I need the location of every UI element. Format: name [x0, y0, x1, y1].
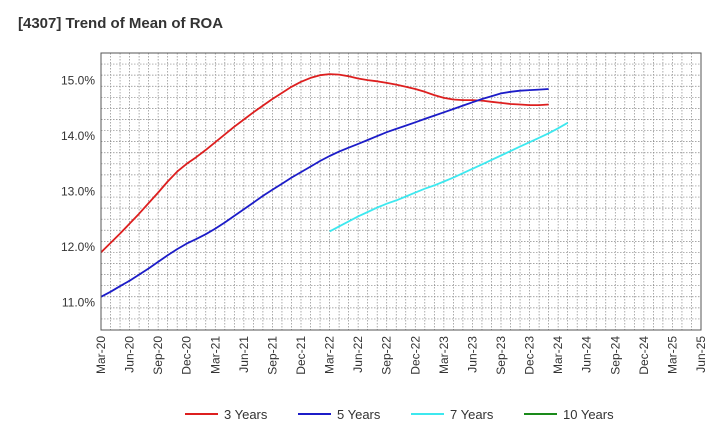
y-tick-label: 13.0% — [61, 185, 95, 199]
y-tick-label: 12.0% — [61, 240, 95, 254]
series-lines — [100, 73, 569, 298]
x-tick-label: Mar-23 — [437, 336, 451, 374]
y-tick-label: 15.0% — [61, 74, 95, 88]
x-tick-label: Sep-20 — [151, 336, 165, 375]
x-tick-label: Jun-22 — [351, 336, 365, 373]
x-tick-label: Mar-25 — [665, 336, 679, 374]
x-tick-label: Jun-23 — [465, 336, 479, 373]
series-line-3-years — [100, 73, 549, 254]
x-tick-label: Dec-22 — [408, 336, 422, 375]
legend-label: 5 Years — [337, 407, 381, 422]
x-tick-label: Mar-22 — [323, 336, 337, 374]
x-tick-label: Dec-24 — [637, 336, 651, 375]
x-tick-label: Dec-23 — [523, 336, 537, 375]
legend-label: 7 Years — [450, 407, 494, 422]
x-tick-label: Jun-24 — [580, 336, 594, 373]
x-tick-label: Dec-21 — [294, 336, 308, 375]
legend-label: 3 Years — [224, 407, 268, 422]
x-tick-label: Jun-25 — [694, 336, 708, 373]
x-tick-label: Sep-23 — [494, 336, 508, 375]
series-line-5-years — [100, 88, 549, 298]
x-tick-label: Jun-21 — [237, 336, 251, 373]
chart-title: [4307] Trend of Mean of ROA — [18, 15, 223, 32]
y-axis-ticks: 11.0% 12.0% 13.0% 14.0% 15.0% — [61, 74, 95, 310]
grid-lines — [101, 53, 701, 330]
y-tick-label: 11.0% — [62, 295, 95, 309]
x-tick-label: Mar-21 — [208, 336, 222, 374]
x-tick-label: Mar-24 — [551, 336, 565, 374]
legend: 3 Years 5 Years 7 Years 10 Years — [185, 407, 614, 422]
x-tick-label: Mar-20 — [94, 336, 108, 374]
y-tick-label: 14.0% — [61, 129, 95, 143]
plot-frame — [100, 52, 702, 331]
x-tick-label: Sep-22 — [380, 336, 394, 375]
x-axis-ticks: Mar-20 Jun-20 Sep-20 Dec-20 Mar-21 Jun-21 Sep-… — [94, 336, 708, 375]
x-tick-label: Dec-20 — [180, 336, 194, 375]
legend-label: 10 Years — [563, 407, 614, 422]
series-line-7-years — [329, 122, 569, 233]
x-tick-label: Sep-21 — [265, 336, 279, 375]
x-tick-label: Sep-24 — [608, 336, 622, 375]
x-tick-label: Jun-20 — [123, 336, 137, 373]
